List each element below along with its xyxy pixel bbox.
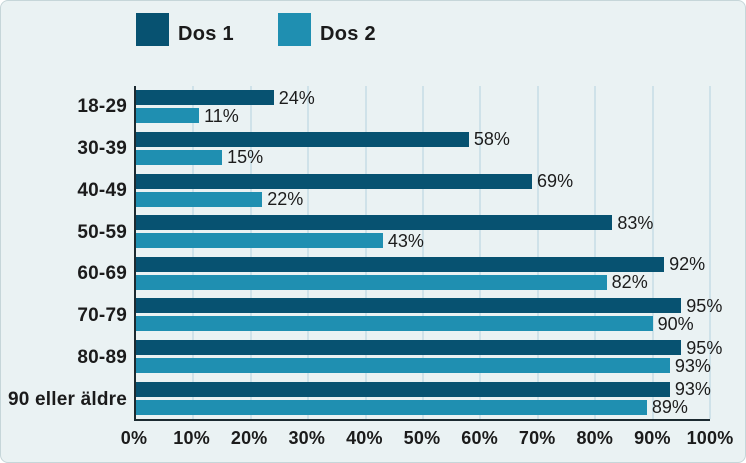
x-tick-label: 60% [461, 428, 498, 448]
gridline [307, 86, 310, 419]
value-label: 11% [204, 105, 239, 126]
legend-swatch-dos2 [278, 13, 311, 46]
value-label: 58% [473, 129, 510, 150]
value-label: 89% [651, 397, 688, 418]
value-label: 95% [686, 337, 723, 358]
x-tick-label: 0% [120, 428, 148, 448]
value-label: 90% [657, 313, 694, 334]
bar-dos1-90-eller-äldre [136, 381, 670, 397]
legend-item-dos2: Dos 2 [278, 13, 376, 46]
bar-line: 89% [136, 397, 710, 418]
bar-line: 11% [136, 105, 710, 126]
bar-group: 92% 82% [136, 253, 710, 295]
category-label: 40-49 [77, 179, 127, 201]
bar-dos2-30-39 [136, 149, 223, 165]
gridline [249, 86, 252, 419]
bar-line: 93% [136, 355, 711, 376]
legend-swatch-dos1 [136, 13, 169, 46]
x-tick-label: 70% [518, 428, 556, 448]
bar-dos2-60-69 [136, 274, 607, 290]
gridline [594, 86, 597, 419]
bar-group: 95% 93% [136, 336, 722, 378]
value-label: 43% [387, 230, 424, 251]
bar-dos2-18-29 [136, 108, 200, 124]
legend-item-dos1: Dos 1 [136, 13, 234, 46]
bar-line: 90% [136, 313, 710, 334]
bar-line: 24% [136, 87, 710, 108]
value-label: 93% [674, 355, 711, 376]
value-label: 15% [227, 147, 264, 168]
bar-group: 83% 43% [136, 211, 710, 253]
bar-line: 58% [136, 129, 710, 150]
bar-dos2-50-59 [136, 233, 383, 249]
legend-label-dos1: Dos 1 [178, 23, 234, 45]
bar-line: 83% [136, 212, 710, 233]
category-label: 30-39 [77, 137, 127, 159]
legend-label-dos2: Dos 2 [320, 23, 376, 45]
gridline [422, 86, 424, 419]
value-label: 82% [611, 272, 648, 293]
bar-line: 43% [136, 230, 710, 251]
bar-dos1-50-59 [136, 215, 613, 231]
value-label: 83% [617, 212, 654, 233]
y-axis-labels: 18-29 30-39 40-49 50-59 60-69 70-79 80-89 90 el… [1, 86, 127, 421]
bar-line: 22% [136, 189, 710, 210]
bar-dos1-80-89 [136, 340, 682, 356]
bar-dos1-18-29 [136, 90, 274, 106]
bar-dos2-40-49 [136, 191, 263, 207]
bar-line: 82% [136, 272, 710, 293]
category-label: 80-89 [77, 347, 127, 369]
value-label: 24% [278, 87, 315, 108]
bar-group: 58% 15% [136, 128, 710, 170]
bar-line: 15% [136, 147, 710, 168]
bar-line: 92% [136, 254, 710, 275]
value-label: 95% [686, 295, 723, 316]
bar-line: 93% [136, 379, 711, 400]
bar-line: 95% [136, 339, 722, 357]
bar-group: 24% 11% [136, 86, 710, 128]
value-label: 22% [267, 189, 304, 210]
x-tick-label: 50% [403, 428, 441, 448]
bar-group: 93% 89% [136, 377, 711, 419]
gridline [479, 86, 482, 419]
x-tick-label: 20% [230, 428, 268, 448]
bar-dos2-70-79 [136, 316, 653, 332]
bar-line: 95% [136, 297, 722, 315]
plot-area: 24% 11% 58% 15% 69% 22% 83% 43% 92% 82% 95% 90% 95% 9… [134, 86, 722, 421]
bar-dos2-90-eller-äldre [136, 399, 647, 415]
category-label: 70-79 [77, 305, 127, 327]
category-label: 60-69 [77, 263, 127, 285]
category-label: 50-59 [77, 221, 127, 243]
bar-dos1-30-39 [136, 131, 469, 147]
value-label: 92% [669, 254, 706, 275]
value-label: 69% [537, 171, 574, 192]
x-tick-label: 40% [346, 428, 383, 448]
bar-line: 69% [136, 171, 710, 192]
x-tick-label: 100% [686, 428, 734, 448]
x-tick-label: 90% [634, 428, 671, 448]
category-label: 18-29 [77, 95, 127, 117]
x-tick-label: 10% [173, 428, 210, 448]
gridline [709, 86, 711, 419]
x-axis-labels: 0% 10% 20% 30% 40% 50% 60% 70% 80% 90% 100% [121, 428, 733, 454]
bar-dos1-40-49 [136, 173, 533, 189]
value-label: 93% [674, 379, 711, 400]
bar-group: 69% 22% [136, 169, 710, 211]
x-tick-label: 80% [576, 428, 614, 448]
bar-dos1-60-69 [136, 256, 665, 272]
bar-dos1-70-79 [136, 298, 682, 314]
x-tick-label: 30% [288, 428, 326, 448]
gridline [536, 86, 539, 419]
bar-group: 95% 90% [136, 294, 722, 336]
gridline [364, 86, 367, 419]
bar-dos2-80-89 [136, 358, 670, 374]
gridline [651, 86, 654, 419]
bar-rows: 24% 11% 58% 15% 69% 22% 83% 43% 92% 82% 95% 90% 95% 9… [136, 86, 722, 419]
gridline [192, 86, 195, 419]
category-label: 90 eller äldre [8, 389, 127, 411]
